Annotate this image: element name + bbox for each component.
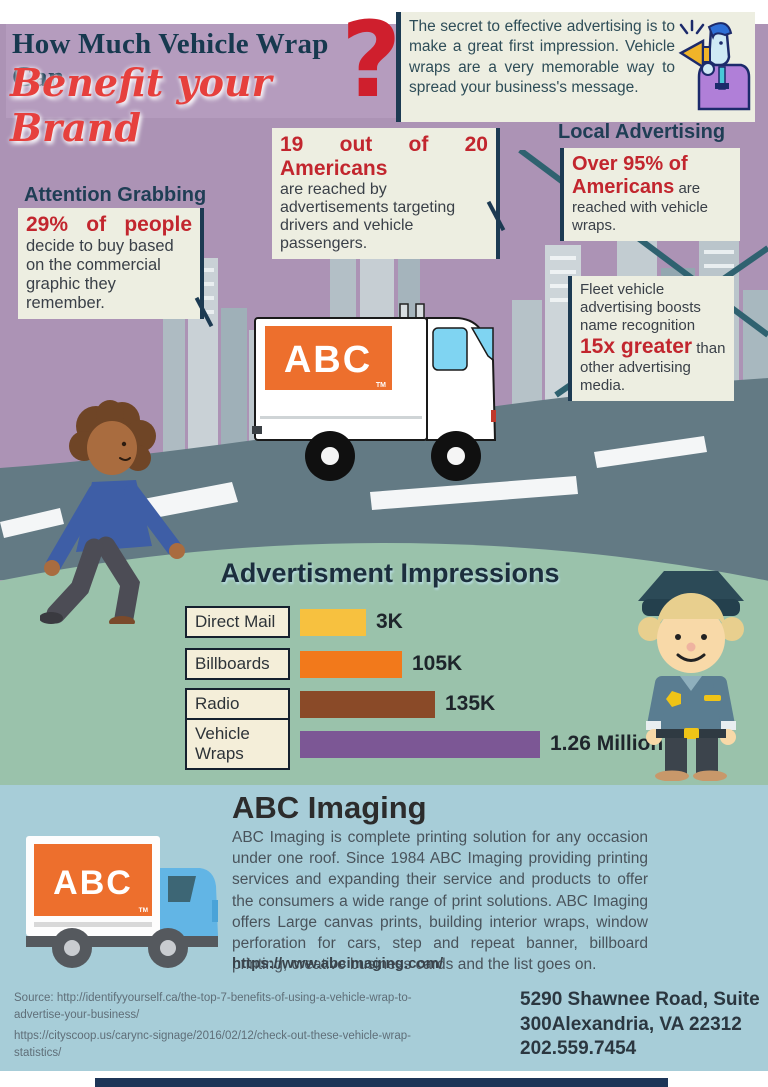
stat-attention-body: decide to buy based on the commercial gr… (26, 237, 174, 312)
tip-box-text: The secret to effective advertising is t… (409, 18, 675, 97)
stat-fleet-pre: Fleet vehicle advertising boosts name re… (580, 281, 701, 334)
company-name: ABC Imaging (232, 790, 427, 825)
chart-row-billboards: Billboards 105K (185, 640, 462, 688)
bottom-navy-bar (95, 1078, 668, 1087)
stat-box-attention: 29% of people decide to buy based on the… (18, 208, 204, 319)
address-line1: 5290 Shawnee Road, Suite (520, 989, 760, 1010)
megaphone-person-icon (678, 19, 751, 111)
chart-bar-radio (300, 690, 435, 718)
page-title-line2: Benefit your Brand (10, 60, 272, 150)
company-website-link[interactable]: https://www.abcimaging.com/ (232, 955, 444, 972)
chart-row-radio: Radio 135K (185, 680, 495, 728)
page-title-line1: How Much Vehicle Wrap Can (12, 28, 329, 93)
chart-title: Advertisment Impressions (220, 558, 560, 588)
chart-value-radio: 135K (445, 692, 496, 715)
address-line2: 300Alexandria, VA 22312 (520, 1013, 742, 1035)
stat-box-drivers: 19 out of 20 Americans are reached by ad… (272, 128, 500, 259)
source-link-2[interactable]: https://cityscoop.us/carync-signage/2016… (14, 1030, 411, 1059)
attention-grabbing-heading: Attention Grabbing (24, 184, 207, 206)
chart-value-billboards: 105K (412, 652, 463, 675)
stat-box-local: Over 95% of Americans are reached with v… (560, 148, 740, 241)
chart-value-direct-mail: 3K (376, 610, 403, 633)
stat-local-highlight: Over 95% of Americans (572, 153, 688, 198)
chart-bar-direct-mail (300, 608, 366, 636)
police-officer-illustration (638, 571, 744, 781)
stat-box-fleet: Fleet vehicle advertising boosts name re… (568, 276, 734, 401)
chart-row-vehicle-wraps: Vehicle Wraps 1.26 Million (185, 717, 664, 771)
company-address: 5290 Shawnee Road, Suite 300Alexandria, … (520, 988, 765, 1062)
company-description: ABC Imaging is complete printing solutio… (232, 829, 648, 974)
truck-logo-tm: TM (376, 382, 386, 389)
company-truck-illustration: ABC TM (26, 836, 218, 968)
stat-drivers-body: are reached by advertisements targeting … (280, 181, 456, 252)
wrapped-truck-illustration: ABC TM (252, 303, 497, 481)
truck-logo-text: ABC (284, 339, 372, 381)
tip-box: The secret to effective advertising is t… (396, 12, 755, 122)
chart-bar-billboards (300, 650, 402, 678)
stat-local-body: are reached with vehicle wraps. (572, 180, 708, 234)
stat-fleet-highlight: 15x greater (580, 335, 693, 358)
chart-bar-vehicle-wraps (300, 730, 540, 758)
pedestrian-illustration (40, 400, 185, 624)
company-truck-tm: TM (139, 907, 148, 914)
stat-fleet-post: than other advertising media. (580, 340, 726, 394)
stat-drivers-highlight: 19 out of 20 Americans (280, 133, 488, 180)
question-mark: ? (341, 0, 402, 121)
chart-label-vehicle-wraps: Vehicle Wraps (185, 717, 290, 771)
source-link-1[interactable]: Source: http://identifyyourself.ca/the-t… (14, 992, 412, 1021)
company-truck-logo: ABC (53, 864, 133, 902)
address-phone: 202.559.7454 (520, 1038, 637, 1060)
chart-value-vehicle-wraps: 1.26 Million (550, 732, 664, 755)
chart-label-radio: Radio (185, 687, 290, 721)
chart-label-billboards: Billboards (185, 647, 290, 681)
chart-row-direct-mail: Direct Mail 3K (185, 598, 403, 646)
chart-label-direct-mail: Direct Mail (185, 605, 290, 639)
local-advertising-heading: Local Advertising (558, 121, 726, 143)
stat-attention-highlight: 29% of people (26, 213, 192, 236)
